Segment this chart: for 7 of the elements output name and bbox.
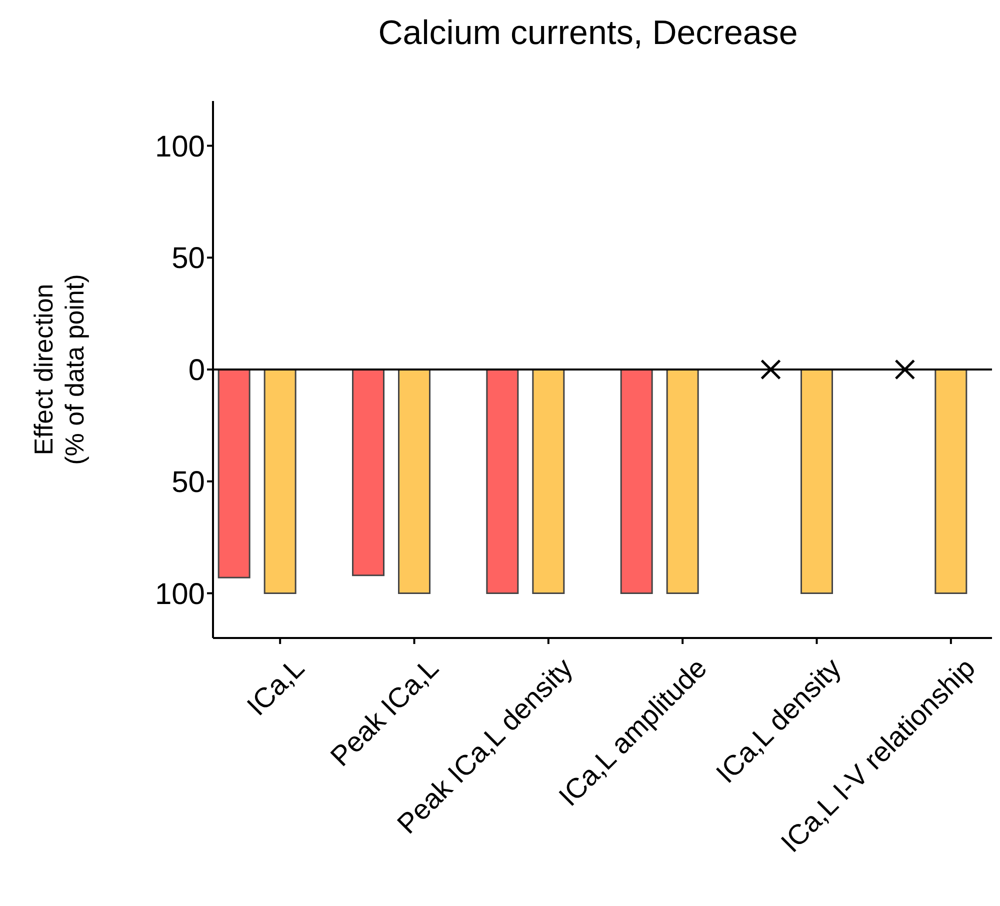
y-tick-label: 100	[154, 578, 205, 611]
y-axis-title: Effect direction (% of data point)	[28, 274, 90, 465]
chart-title: Calcium currents, Decrease	[378, 14, 798, 52]
y-tick-label: 50	[172, 242, 205, 276]
y-tick-label: 0	[188, 354, 205, 387]
y-tick-label: 50	[172, 466, 205, 499]
y-tick-label: 100	[154, 130, 205, 164]
